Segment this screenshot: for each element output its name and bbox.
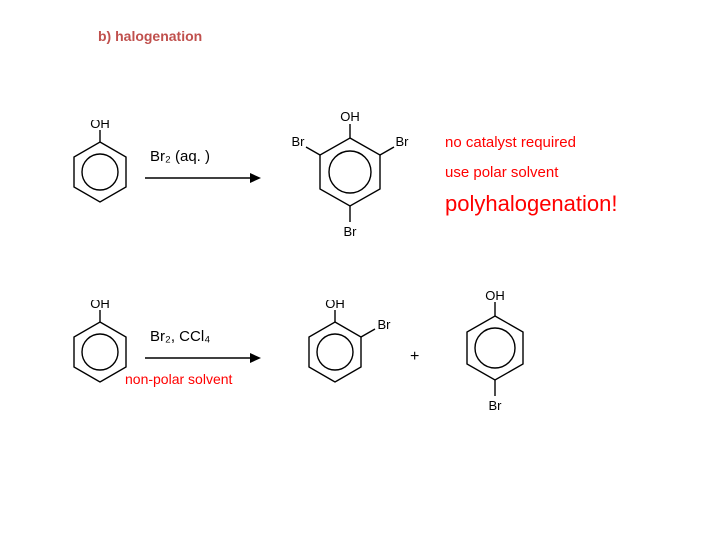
reaction-arrow-2 — [145, 348, 265, 368]
mol-tribromophenol: OH Br Br Br — [280, 108, 420, 268]
label-oh: OH — [90, 120, 110, 131]
label-br-tr: Br — [396, 134, 410, 149]
phenol-ring — [74, 130, 126, 202]
label-br-tl: Br — [292, 134, 306, 149]
label-oh-obp: OH — [325, 300, 345, 311]
phenol2-ring — [74, 310, 126, 382]
label-oh-2: OH — [90, 300, 110, 311]
mol-phenol-2: OH — [60, 300, 140, 410]
mol-phenol-1: OH — [60, 120, 140, 230]
obp-ring — [309, 310, 375, 382]
reagent-2: Br₂, CCl₄ — [150, 328, 210, 345]
reagent-1: Br₂ (aq. ) — [150, 148, 210, 165]
section-title: b) halogenation — [98, 28, 202, 44]
label-br-bot: Br — [344, 224, 358, 239]
label-oh-pbp: OH — [485, 290, 505, 303]
label-oh-tbp: OH — [340, 109, 360, 124]
reaction-arrow-1 — [145, 168, 265, 188]
plus-sign: + — [410, 348, 419, 366]
label-br-obp: Br — [378, 317, 392, 332]
pbp-ring — [467, 302, 523, 396]
mol-para-bromophenol: OH Br — [450, 290, 540, 430]
note-nonpolar: non-polar solvent — [125, 370, 232, 388]
note-use-polar: use polar solvent — [445, 163, 558, 183]
tbp-ring — [306, 124, 394, 222]
note-polyhalo: polyhalogenation! — [445, 190, 617, 219]
note-no-catalyst: no catalyst required — [445, 133, 576, 153]
label-br-pbp: Br — [489, 398, 503, 413]
mol-ortho-bromophenol: OH Br — [290, 300, 400, 410]
